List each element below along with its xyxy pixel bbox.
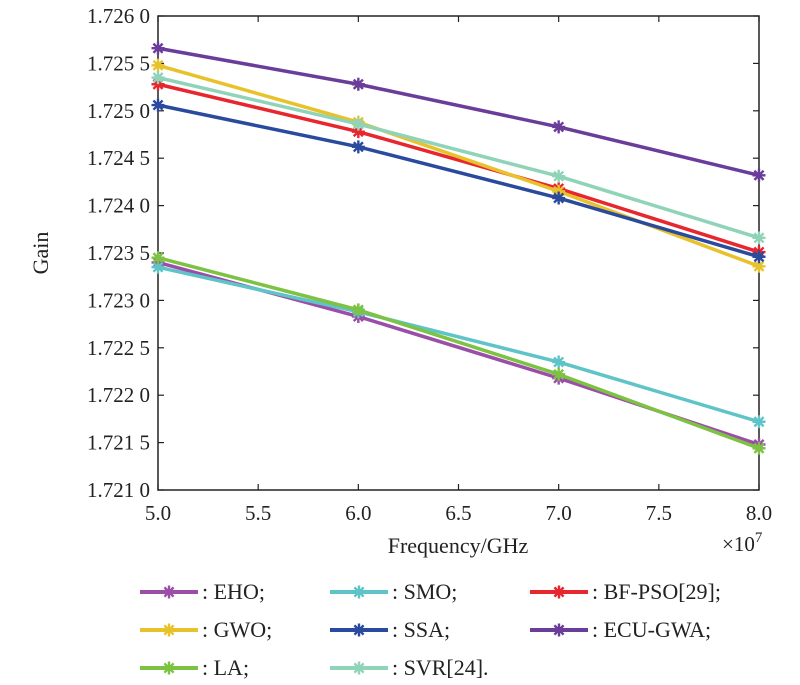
x-tick-label: 5.0: [145, 501, 171, 525]
legend-swatch-marker: [162, 623, 176, 637]
series-line: [157, 75, 760, 240]
y-tick-label: 1.724 0: [87, 194, 150, 218]
series-1: [151, 260, 766, 429]
data-point: [752, 231, 766, 245]
y-tick-label: 1.726 0: [87, 4, 150, 28]
series-line: [157, 46, 760, 177]
legend-label: : SMO;: [392, 579, 457, 604]
series-line: [157, 265, 760, 424]
data-point: [752, 415, 766, 429]
y-tick-label: 1.722 5: [87, 336, 150, 360]
legend-item: : GWO;: [140, 617, 272, 642]
legend-item: : BF-PSO[29];: [530, 579, 721, 604]
data-point: [351, 117, 365, 131]
legend-swatch-marker: [552, 623, 566, 637]
data-point: [151, 77, 165, 91]
data-point: [752, 168, 766, 182]
legend-swatch-marker: [162, 585, 176, 599]
x-tick-label: 6.0: [345, 501, 371, 525]
x-tick-label: 5.5: [245, 501, 271, 525]
series-line: [157, 103, 760, 259]
data-point: [151, 58, 165, 72]
y-axis-label: Gain: [28, 232, 53, 275]
y-tick-label: 1.721 0: [87, 478, 150, 502]
x-axis-label: Frequency/GHz: [388, 533, 529, 558]
y-tick-label: 1.725 0: [87, 99, 150, 123]
legend: : EHO; : SMO; : BF-PSO[29]; : GWO; : SSA; : E…: [140, 579, 721, 680]
y-tick-label: 1.722 0: [87, 383, 150, 407]
x-tick-label: 6.5: [445, 501, 471, 525]
data-point: [552, 184, 566, 198]
x-axis-multiplier: ×107: [722, 530, 763, 556]
legend-item: : EHO;: [140, 579, 265, 604]
x-tick-label: 7.0: [546, 501, 572, 525]
legend-swatch-marker: [352, 585, 366, 599]
data-point: [552, 367, 566, 381]
data-point: [752, 259, 766, 273]
y-tick-label: 1.725 5: [87, 51, 150, 75]
data-point: [151, 98, 165, 112]
x-tick-label: 7.5: [646, 501, 672, 525]
plot-area-frame: [157, 15, 760, 491]
x-axis-multiplier-base: ×10: [722, 532, 755, 556]
x-axis-multiplier-exponent: 7: [755, 530, 763, 546]
data-point: [351, 125, 365, 139]
legend-swatch-marker: [352, 623, 366, 637]
legend-label: : EHO;: [202, 579, 265, 604]
legend-label: : SSA;: [392, 617, 450, 642]
data-point: [151, 41, 165, 55]
legend-item: : SVR[24].: [330, 655, 489, 680]
data-point: [351, 140, 365, 154]
legend-swatch-marker: [552, 585, 566, 599]
legend-label: : LA;: [202, 655, 249, 680]
y-tick-label: 1.724 5: [87, 146, 150, 170]
series-line: [157, 256, 760, 450]
series-3: [151, 58, 766, 273]
series-line: [157, 82, 760, 254]
series-5: [151, 41, 766, 182]
data-point: [151, 260, 165, 274]
legend-label: : SVR[24].: [392, 655, 489, 680]
data-point: [151, 71, 165, 85]
legend-label: : BF-PSO[29];: [592, 579, 721, 604]
legend-item: : LA;: [140, 655, 249, 680]
series-line: [157, 260, 760, 447]
legend-item: : SSA;: [330, 617, 450, 642]
data-point: [552, 169, 566, 183]
series-6: [151, 251, 766, 455]
y-tick-label: 1.723 0: [87, 288, 150, 312]
legend-label: : ECU-GWA;: [592, 617, 711, 642]
legend-item: : ECU-GWA;: [530, 617, 711, 642]
series-line: [157, 63, 760, 268]
data-point: [351, 77, 365, 91]
legend-item: : SMO;: [330, 579, 457, 604]
legend-label: : GWO;: [202, 617, 272, 642]
y-tick-label: 1.721 5: [87, 431, 150, 455]
legend-swatch-marker: [352, 661, 366, 675]
data-point: [552, 120, 566, 134]
data-point: [552, 191, 566, 205]
x-tick-label: 8.0: [746, 501, 772, 525]
data-point: [552, 355, 566, 369]
legend-swatch-marker: [162, 661, 176, 675]
data-point: [752, 250, 766, 264]
series-7: [151, 71, 766, 245]
data-point: [351, 303, 365, 317]
data-point: [151, 251, 165, 265]
series-4: [151, 98, 766, 264]
data-point: [752, 441, 766, 455]
y-tick-label: 1.723 5: [87, 241, 150, 265]
